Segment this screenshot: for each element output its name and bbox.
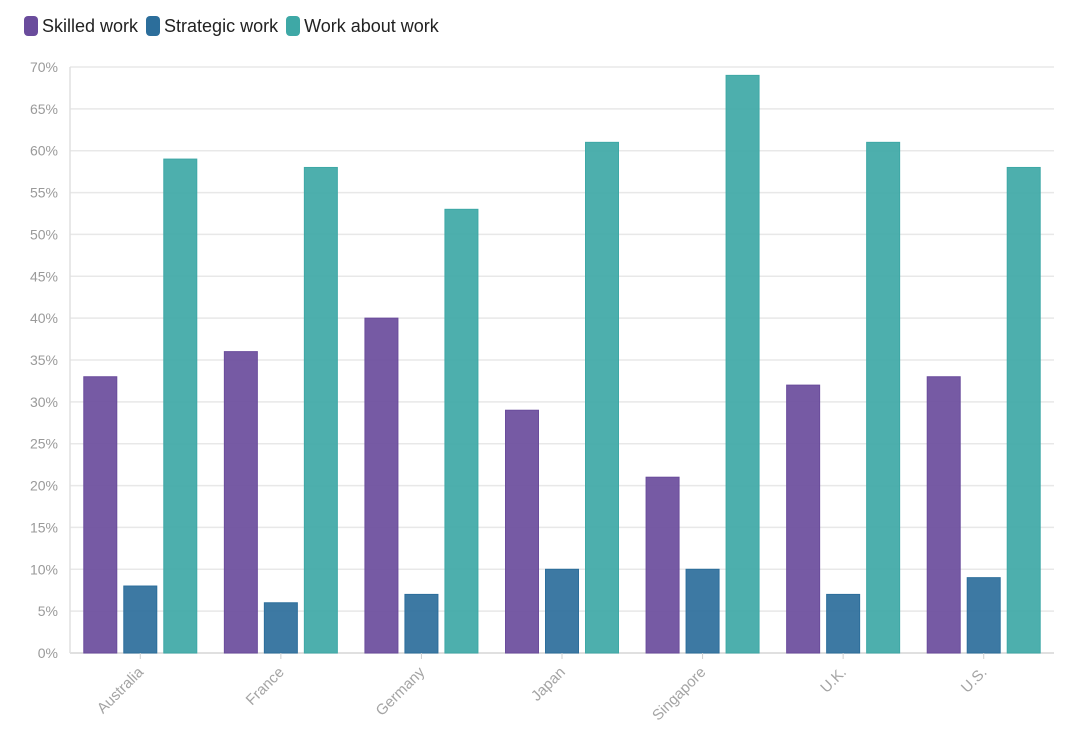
bar-skilled-work-singapore[interactable] [645,476,680,654]
y-tick-label-65: 65% [30,101,58,117]
x-tick-label-u-k: U.K. [817,664,850,697]
y-tick-label-40: 40% [30,310,58,326]
bar-strategic-work-germany[interactable] [404,593,439,654]
bar-strategic-work-japan[interactable] [545,568,579,654]
bars [83,74,1041,654]
bar-strategic-work-singapore[interactable] [685,568,720,654]
legend-item-work-about-work[interactable]: Work about work [286,16,439,37]
y-tick-label-60: 60% [30,143,58,159]
bar-skilled-work-japan[interactable] [505,409,539,654]
bar-skilled-work-germany[interactable] [364,317,399,654]
legend-item-strategic-work[interactable]: Strategic work [146,16,278,37]
legend-label-strategic-work: Strategic work [164,15,279,36]
x-tick-label-u-s: U.S. [958,664,991,697]
y-tick-label-10: 10% [30,561,58,577]
bar-work-about-work-australia[interactable] [163,158,198,654]
bar-skilled-work-u-k[interactable] [786,384,821,654]
bar-skilled-work-u-s[interactable] [926,376,961,654]
bar-skilled-work-australia[interactable] [83,376,118,654]
y-tick-label-35: 35% [30,352,58,368]
y-tick-label-50: 50% [30,226,58,242]
legend-swatch-skilled-work [24,16,38,36]
x-axis: Australia France Germany Japan Singapore U.K.… [94,653,991,724]
bar-work-about-work-singapore[interactable] [725,74,760,654]
bar-skilled-work-france[interactable] [223,351,258,654]
y-tick-label-55: 55% [30,185,58,201]
y-tick-label-0: 0% [38,645,58,661]
bar-strategic-work-u-k[interactable] [826,593,861,654]
legend-label-skilled-work: Skilled work [42,15,139,36]
y-tick-label-5: 5% [38,603,58,619]
bar-strategic-work-france[interactable] [263,602,298,654]
x-tick-label-australia: Australia [94,663,148,717]
x-tick-label-japan: Japan [528,664,569,705]
y-tick-label-20: 20% [30,478,58,494]
y-tick-label-45: 45% [30,268,58,284]
y-tick-label-30: 30% [30,394,58,410]
bar-strategic-work-u-s[interactable] [966,577,1001,654]
bar-work-about-work-france[interactable] [303,166,338,654]
x-tick-label-france: France [243,664,288,709]
y-tick-label-70: 70% [30,59,58,75]
chart-legend: Skilled work Strategic work Work about w… [24,12,439,40]
y-tick-label-25: 25% [30,436,58,452]
legend-swatch-work-about-work [286,16,301,36]
y-tick-label-15: 15% [30,519,58,535]
x-tick-label-germany: Germany [373,663,429,719]
legend-swatch-strategic-work [146,16,161,36]
bar-strategic-work-australia[interactable] [123,585,158,654]
x-tick-label-singapore: Singapore [649,664,709,724]
legend-item-skilled-work[interactable]: Skilled work [24,16,138,37]
bar-work-about-work-u-k[interactable] [866,141,901,654]
gridlines [70,66,1054,654]
y-axis: 0% 5% 10% 15% 20% 25% 30% 35% 40% 45% 50% 55% 60% 65%… [30,59,71,661]
bar-work-about-work-japan[interactable] [585,141,619,654]
bar-work-about-work-germany[interactable] [444,208,479,654]
bar-work-about-work-u-s[interactable] [1006,166,1041,654]
legend-label-work-about-work: Work about work [304,15,439,36]
